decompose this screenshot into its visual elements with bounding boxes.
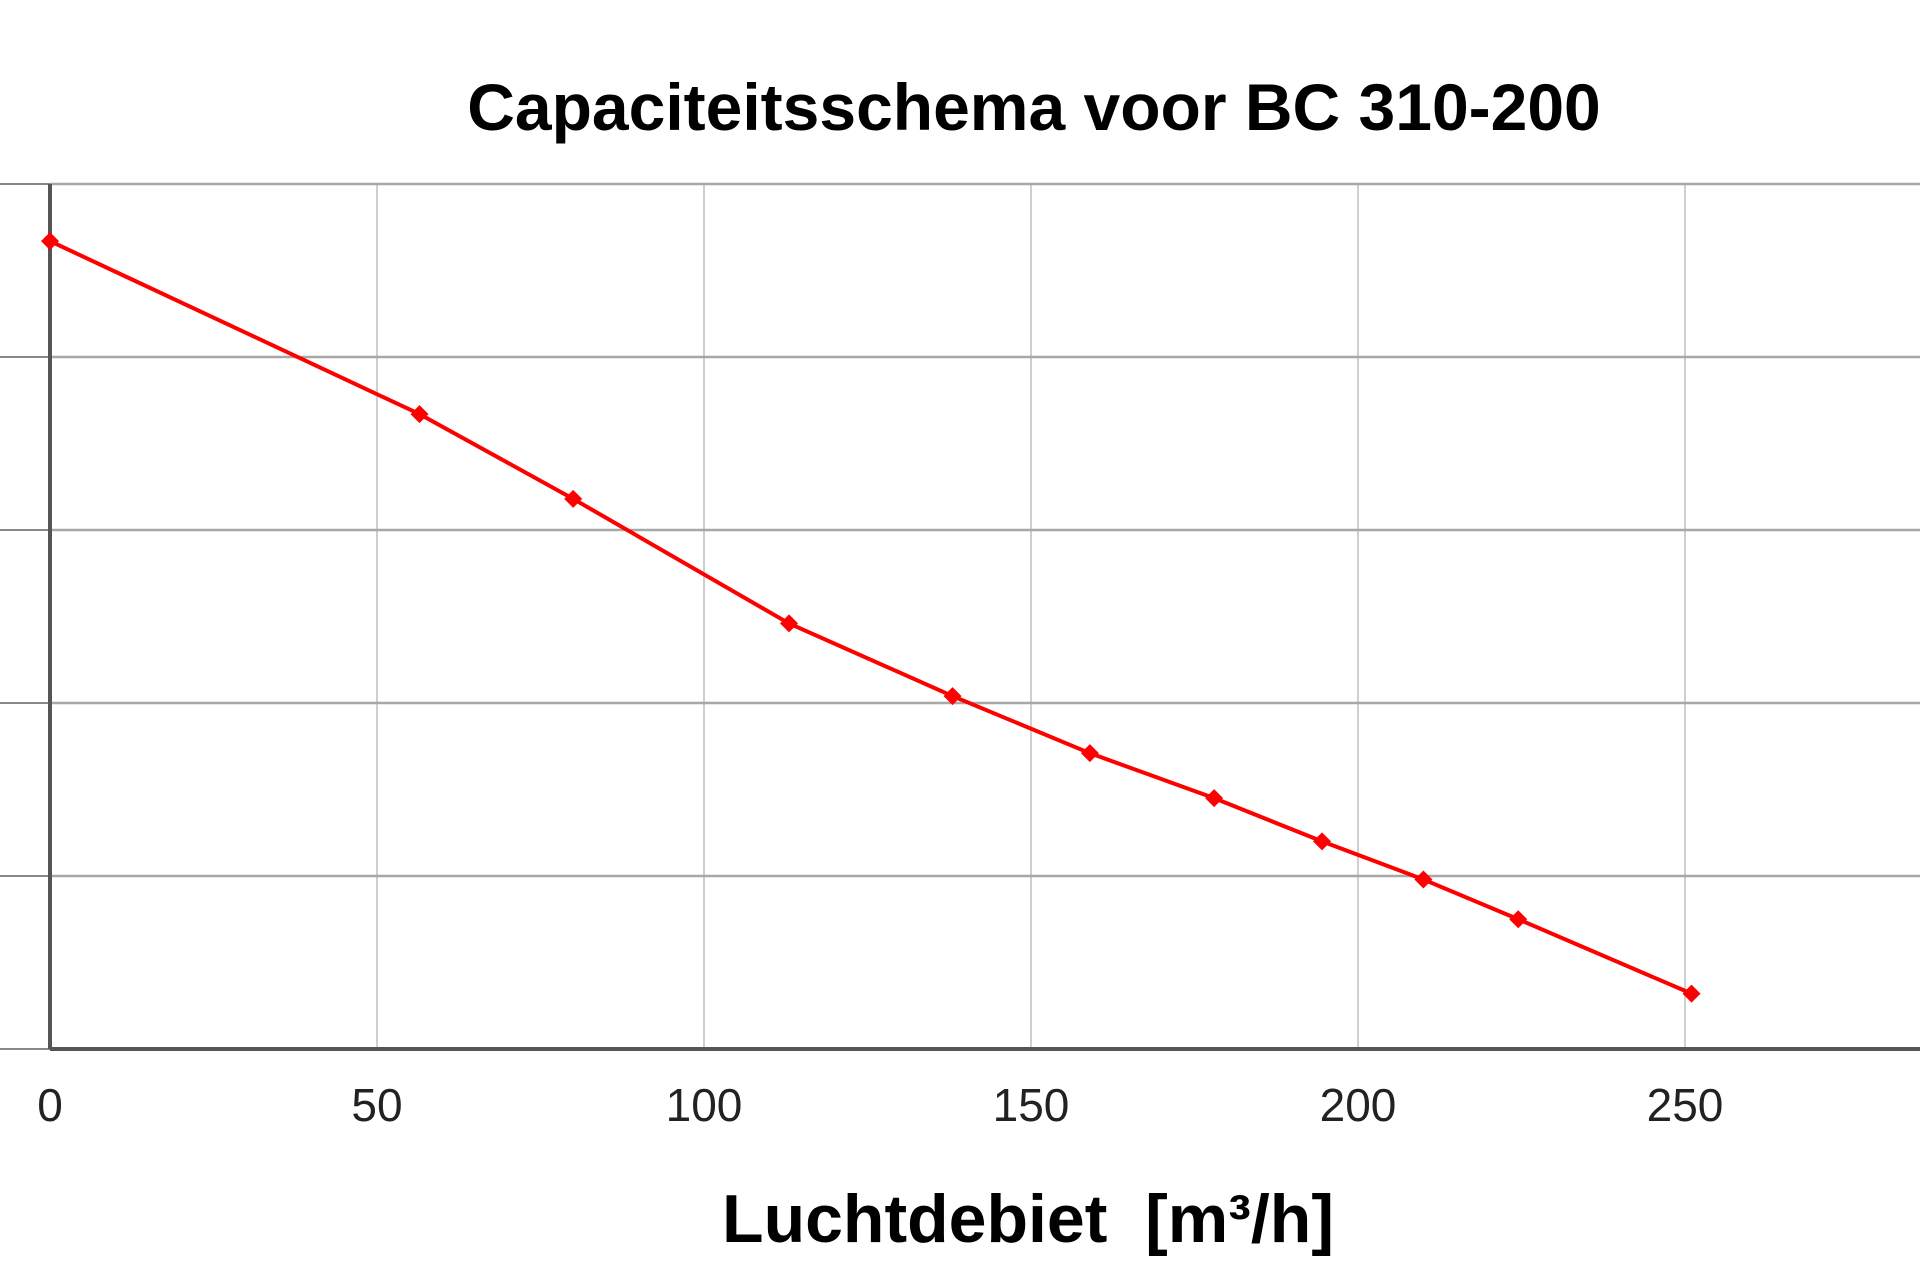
- data-point-6: [1205, 789, 1224, 808]
- data-point-2: [564, 489, 583, 508]
- data-point-10: [1682, 984, 1701, 1003]
- data-point-0: [41, 232, 59, 251]
- data-point-9: [1509, 910, 1528, 929]
- data-point-8: [1414, 870, 1433, 889]
- x-tick-label-200: 200: [1320, 1079, 1397, 1131]
- axes: [0, 183, 1920, 1051]
- data-point-1: [410, 405, 429, 424]
- x-tick-label-50: 50: [351, 1079, 402, 1131]
- data-point-4: [943, 687, 962, 706]
- data-point-7: [1313, 832, 1332, 851]
- series-line-0: [49, 239, 1693, 996]
- data-point-3: [780, 614, 799, 633]
- x-tick-label-0: 0: [37, 1079, 63, 1131]
- x-tick-label-150: 150: [993, 1079, 1070, 1131]
- x-tick-labels: 0 50 100 150 200 250: [37, 1079, 1723, 1131]
- x-tick-label-100: 100: [666, 1079, 743, 1131]
- x-axis-title: Luchtdebiet [m³/h]: [722, 1181, 1334, 1257]
- x-tick-label-250: 250: [1647, 1079, 1724, 1131]
- data-point-5: [1080, 744, 1099, 763]
- chart-title: Capaciteitsschema voor BC 310-200: [467, 70, 1601, 144]
- grid: [50, 182, 1920, 1049]
- series: [41, 232, 1701, 1003]
